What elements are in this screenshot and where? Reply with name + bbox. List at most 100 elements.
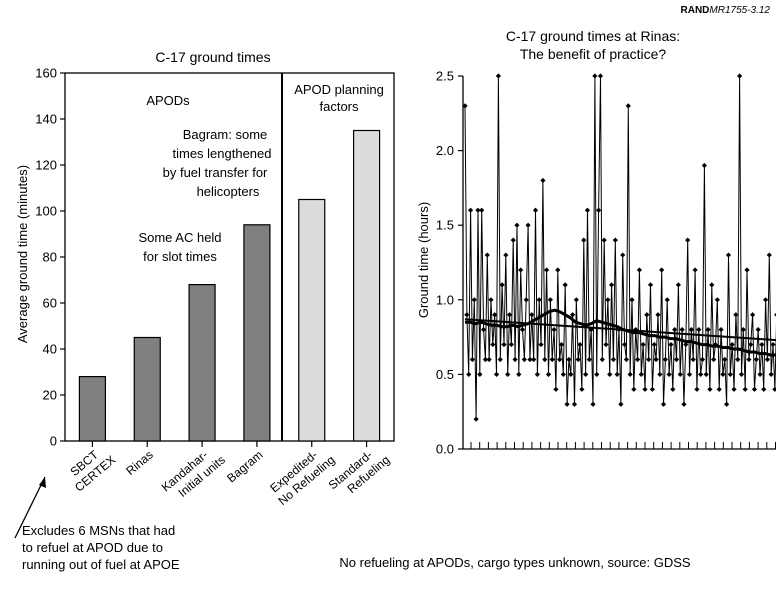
section-label-apods: APODs [146, 93, 190, 108]
series-point [501, 341, 507, 348]
series-point [573, 297, 579, 303]
bar-chart-y-axis: 0 20 40 60 80 100 120 140 160 [35, 66, 65, 449]
series-point [666, 371, 672, 377]
series-point [703, 371, 709, 377]
series-point [675, 282, 681, 288]
series-point [542, 356, 548, 363]
y-tick-label: 140 [35, 112, 57, 127]
y-tick-label: 1.0 [436, 292, 454, 307]
series-point [618, 401, 624, 407]
line-chart-title-line: The benefit of practice? [520, 46, 667, 62]
series-point [683, 341, 689, 348]
x-tick-label-line: Rinas [123, 448, 156, 478]
series-point [673, 356, 680, 363]
series-point [762, 297, 769, 303]
series-point [755, 327, 761, 333]
series-point [588, 327, 594, 333]
series-point [757, 371, 763, 377]
annotation-slot-times-line: for slot times [143, 249, 217, 264]
series-point [759, 341, 765, 348]
series-point [462, 103, 468, 109]
series-point [709, 282, 715, 288]
series-point [720, 371, 726, 377]
series-point [516, 371, 522, 377]
series-point [742, 386, 748, 392]
series-point [627, 371, 633, 377]
series-point [753, 356, 759, 363]
series-point [475, 207, 481, 213]
y-tick-label: 0.0 [436, 442, 454, 457]
line-chart-series [462, 73, 776, 422]
series-point [538, 341, 544, 348]
y-tick-label: 0.5 [436, 367, 454, 382]
series-point [642, 386, 648, 392]
series-point [482, 356, 489, 363]
series-point [716, 386, 722, 392]
source-tag: RANDMR1755-3.12 [681, 5, 771, 16]
x-tick-label: Bagram [224, 448, 265, 486]
series-point [532, 207, 539, 213]
series-point [668, 341, 674, 348]
y-tick-label: 2.5 [436, 69, 454, 84]
series-point [586, 356, 592, 363]
line-chart-title-line: C-17 ground times at Rinas: [506, 28, 680, 44]
series-point [497, 356, 503, 363]
footnote-arrowhead [39, 477, 46, 488]
series-point [488, 297, 494, 303]
series-point [547, 297, 553, 303]
series-point [735, 356, 741, 363]
series-point [599, 356, 605, 363]
annotation-slot-times-line: Some AC held [138, 230, 221, 245]
bar [133, 336, 161, 442]
bar [298, 198, 326, 442]
series-ground-time-line [464, 75, 776, 420]
series-point [629, 297, 635, 303]
annotation-bagram-line: by fuel transfer for [163, 165, 268, 180]
footnote-left-line: running out of fuel at APOE [22, 557, 180, 572]
series-point [601, 237, 607, 243]
bar-chart-title: C-17 ground times [155, 49, 270, 65]
bar [188, 284, 216, 442]
series-point [469, 356, 476, 363]
series-point [518, 267, 524, 273]
section-label-apods-line: APODs [146, 93, 190, 108]
series-point [614, 371, 620, 377]
series-point [584, 207, 591, 213]
annotation-bagram-line: Bagram: some [183, 127, 268, 142]
series-point [493, 371, 500, 377]
series-point [555, 267, 561, 273]
series-point [660, 401, 667, 407]
series-point [707, 386, 713, 392]
series-point [568, 371, 574, 377]
series-point [621, 341, 628, 348]
series-point [737, 73, 743, 79]
series-point [486, 356, 492, 363]
series-point [696, 327, 702, 333]
series-point [479, 207, 485, 213]
x-tick-label: Expedited-No Refueling [267, 448, 337, 508]
series-point [725, 252, 732, 258]
series-point [636, 267, 643, 273]
series-point [672, 327, 678, 333]
y-tick-label: 2.0 [436, 143, 454, 158]
series-point [540, 177, 546, 184]
series-point [653, 356, 659, 363]
series-point [714, 297, 720, 303]
x-tick-label: Rinas [123, 448, 156, 478]
y-tick-label: 80 [43, 250, 57, 265]
annotation-bagram-line: times lengthened [172, 146, 271, 161]
section-label-planning-factors: APOD planning factors [294, 82, 384, 114]
series-point [610, 356, 617, 363]
series-point [705, 327, 711, 333]
series-point [772, 386, 776, 392]
line-chart-y-axis-label: Ground time (hours) [416, 202, 431, 318]
series-point [692, 267, 698, 273]
series-point [603, 341, 609, 348]
series-point [495, 73, 501, 79]
series-point [770, 341, 776, 348]
series-point [551, 327, 557, 333]
series-point [464, 312, 470, 318]
series-point [722, 356, 728, 363]
